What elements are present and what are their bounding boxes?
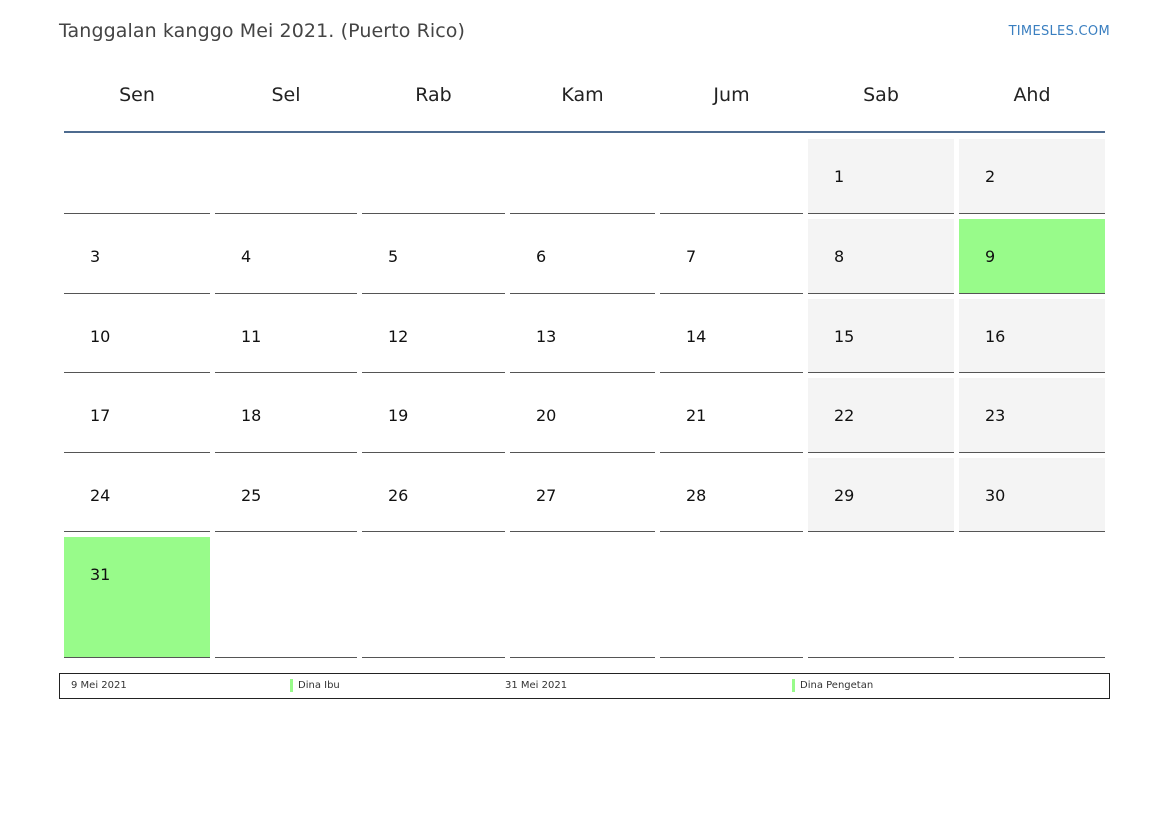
day-cell: 8 — [808, 219, 954, 294]
day-cell: 1 — [808, 139, 954, 214]
weekday-label: Rab — [415, 84, 452, 106]
empty-day-cell — [959, 537, 1105, 658]
day-number: 11 — [241, 327, 262, 346]
weekday-label: Sel — [271, 84, 301, 106]
day-cell: 12 — [362, 299, 505, 373]
day-cell: 9 — [959, 219, 1105, 294]
day-number: 15 — [834, 327, 855, 346]
empty-day-cell — [808, 537, 954, 658]
day-cell: 5 — [362, 219, 505, 294]
empty-day-cell — [362, 139, 505, 214]
day-number: 17 — [90, 406, 111, 425]
page-title: Tanggalan kanggo Mei 2021. (Puerto Rico) — [59, 20, 466, 42]
day-cell: 26 — [362, 458, 505, 532]
day-cell: 20 — [510, 378, 655, 453]
day-number: 1 — [834, 167, 845, 186]
day-number: 31 — [90, 565, 111, 584]
day-number: 16 — [985, 327, 1006, 346]
day-cell: 18 — [215, 378, 357, 453]
day-number: 2 — [985, 167, 996, 186]
day-cell: 13 — [510, 299, 655, 373]
empty-day-cell — [215, 537, 357, 658]
weekday-label: Sab — [863, 84, 899, 106]
day-cell: 14 — [660, 299, 803, 373]
day-number: 4 — [241, 247, 252, 266]
day-number: 8 — [834, 247, 845, 266]
day-number: 5 — [388, 247, 399, 266]
day-number: 26 — [388, 486, 409, 505]
legend-color-swatch — [290, 679, 293, 692]
day-number: 25 — [241, 486, 262, 505]
day-number: 19 — [388, 406, 409, 425]
empty-day-cell — [362, 537, 505, 658]
day-number: 9 — [985, 247, 996, 266]
day-number: 23 — [985, 406, 1006, 425]
day-cell: 24 — [64, 458, 210, 532]
day-cell: 30 — [959, 458, 1105, 532]
day-cell: 23 — [959, 378, 1105, 453]
legend-color-swatch — [792, 679, 795, 692]
legend-date: 31 Mei 2021 — [505, 680, 568, 691]
day-number: 24 — [90, 486, 111, 505]
day-cell: 17 — [64, 378, 210, 453]
day-number: 10 — [90, 327, 111, 346]
day-cell: 3 — [64, 219, 210, 294]
day-number: 22 — [834, 406, 855, 425]
day-cell: 22 — [808, 378, 954, 453]
day-cell: 27 — [510, 458, 655, 532]
day-number: 20 — [536, 406, 557, 425]
empty-day-cell — [660, 139, 803, 214]
day-cell: 19 — [362, 378, 505, 453]
empty-day-cell — [510, 537, 655, 658]
day-cell: 6 — [510, 219, 655, 294]
day-cell: 7 — [660, 219, 803, 294]
weekday-header-row: Sen Sel Rab Kam Jum Sab Ahd — [64, 84, 1105, 114]
empty-day-cell — [660, 537, 803, 658]
day-number: 27 — [536, 486, 557, 505]
day-number: 14 — [686, 327, 707, 346]
day-number: 28 — [686, 486, 707, 505]
day-cell: 25 — [215, 458, 357, 532]
weekday-label: Sen — [119, 84, 155, 106]
legend-holiday-name: Dina Pengetan — [800, 680, 874, 691]
day-number: 30 — [985, 486, 1006, 505]
day-number: 3 — [90, 247, 101, 266]
day-number: 21 — [686, 406, 707, 425]
weekday-label: Ahd — [1013, 84, 1051, 106]
day-number: 12 — [388, 327, 409, 346]
site-link[interactable]: TIMESLES.COM — [1008, 24, 1110, 39]
day-number: 13 — [536, 327, 557, 346]
weekday-label: Jum — [713, 84, 750, 106]
header-divider — [64, 131, 1105, 133]
day-cell: 31 — [64, 537, 210, 658]
day-number: 29 — [834, 486, 855, 505]
day-cell: 2 — [959, 139, 1105, 214]
weekday-label: Kam — [561, 84, 604, 106]
day-cell: 16 — [959, 299, 1105, 373]
day-number: 18 — [241, 406, 262, 425]
day-cell: 28 — [660, 458, 803, 532]
legend-holiday-name: Dina Ibu — [298, 680, 340, 691]
day-cell: 4 — [215, 219, 357, 294]
legend-date: 9 Mei 2021 — [71, 680, 127, 691]
empty-day-cell — [215, 139, 357, 214]
day-cell: 15 — [808, 299, 954, 373]
day-number: 7 — [686, 247, 697, 266]
day-cell: 10 — [64, 299, 210, 373]
day-cell: 21 — [660, 378, 803, 453]
empty-day-cell — [64, 139, 210, 214]
day-number: 6 — [536, 247, 547, 266]
day-cell: 29 — [808, 458, 954, 532]
day-cell: 11 — [215, 299, 357, 373]
holiday-legend: 9 Mei 2021 Dina Ibu 31 Mei 2021 Dina Pen… — [59, 673, 1110, 699]
empty-day-cell — [510, 139, 655, 214]
